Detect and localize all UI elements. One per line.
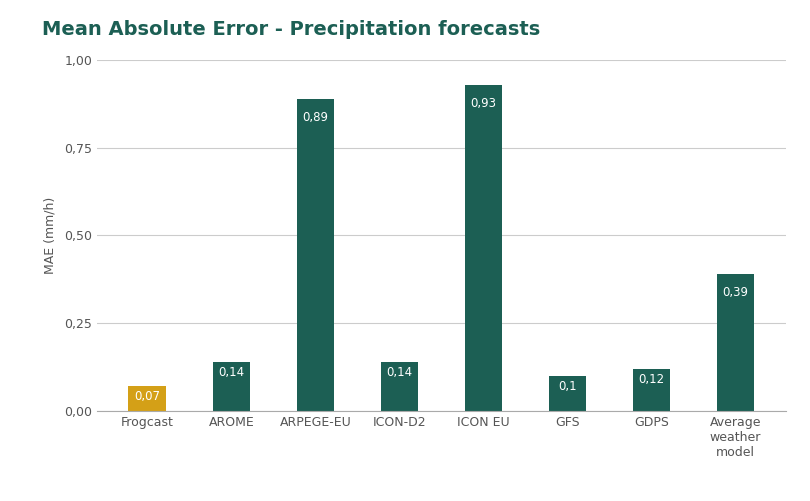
Text: 0,14: 0,14 bbox=[219, 366, 245, 379]
Bar bbox=[548, 376, 586, 411]
Text: 0,12: 0,12 bbox=[638, 373, 664, 386]
Text: 0,93: 0,93 bbox=[471, 97, 497, 110]
Bar bbox=[296, 99, 335, 411]
Text: 0,1: 0,1 bbox=[558, 380, 577, 393]
Bar bbox=[212, 362, 250, 411]
Bar bbox=[633, 369, 671, 411]
Text: 0,14: 0,14 bbox=[386, 366, 412, 379]
Bar bbox=[129, 386, 166, 411]
Bar bbox=[717, 274, 754, 411]
Bar bbox=[381, 362, 418, 411]
Text: 0,89: 0,89 bbox=[302, 111, 328, 124]
Text: 0,39: 0,39 bbox=[723, 287, 748, 299]
Y-axis label: MAE (mm/h): MAE (mm/h) bbox=[43, 197, 56, 274]
Bar bbox=[465, 85, 502, 411]
Text: Mean Absolute Error - Precipitation forecasts: Mean Absolute Error - Precipitation fore… bbox=[42, 20, 540, 39]
Text: 0,07: 0,07 bbox=[134, 390, 160, 403]
